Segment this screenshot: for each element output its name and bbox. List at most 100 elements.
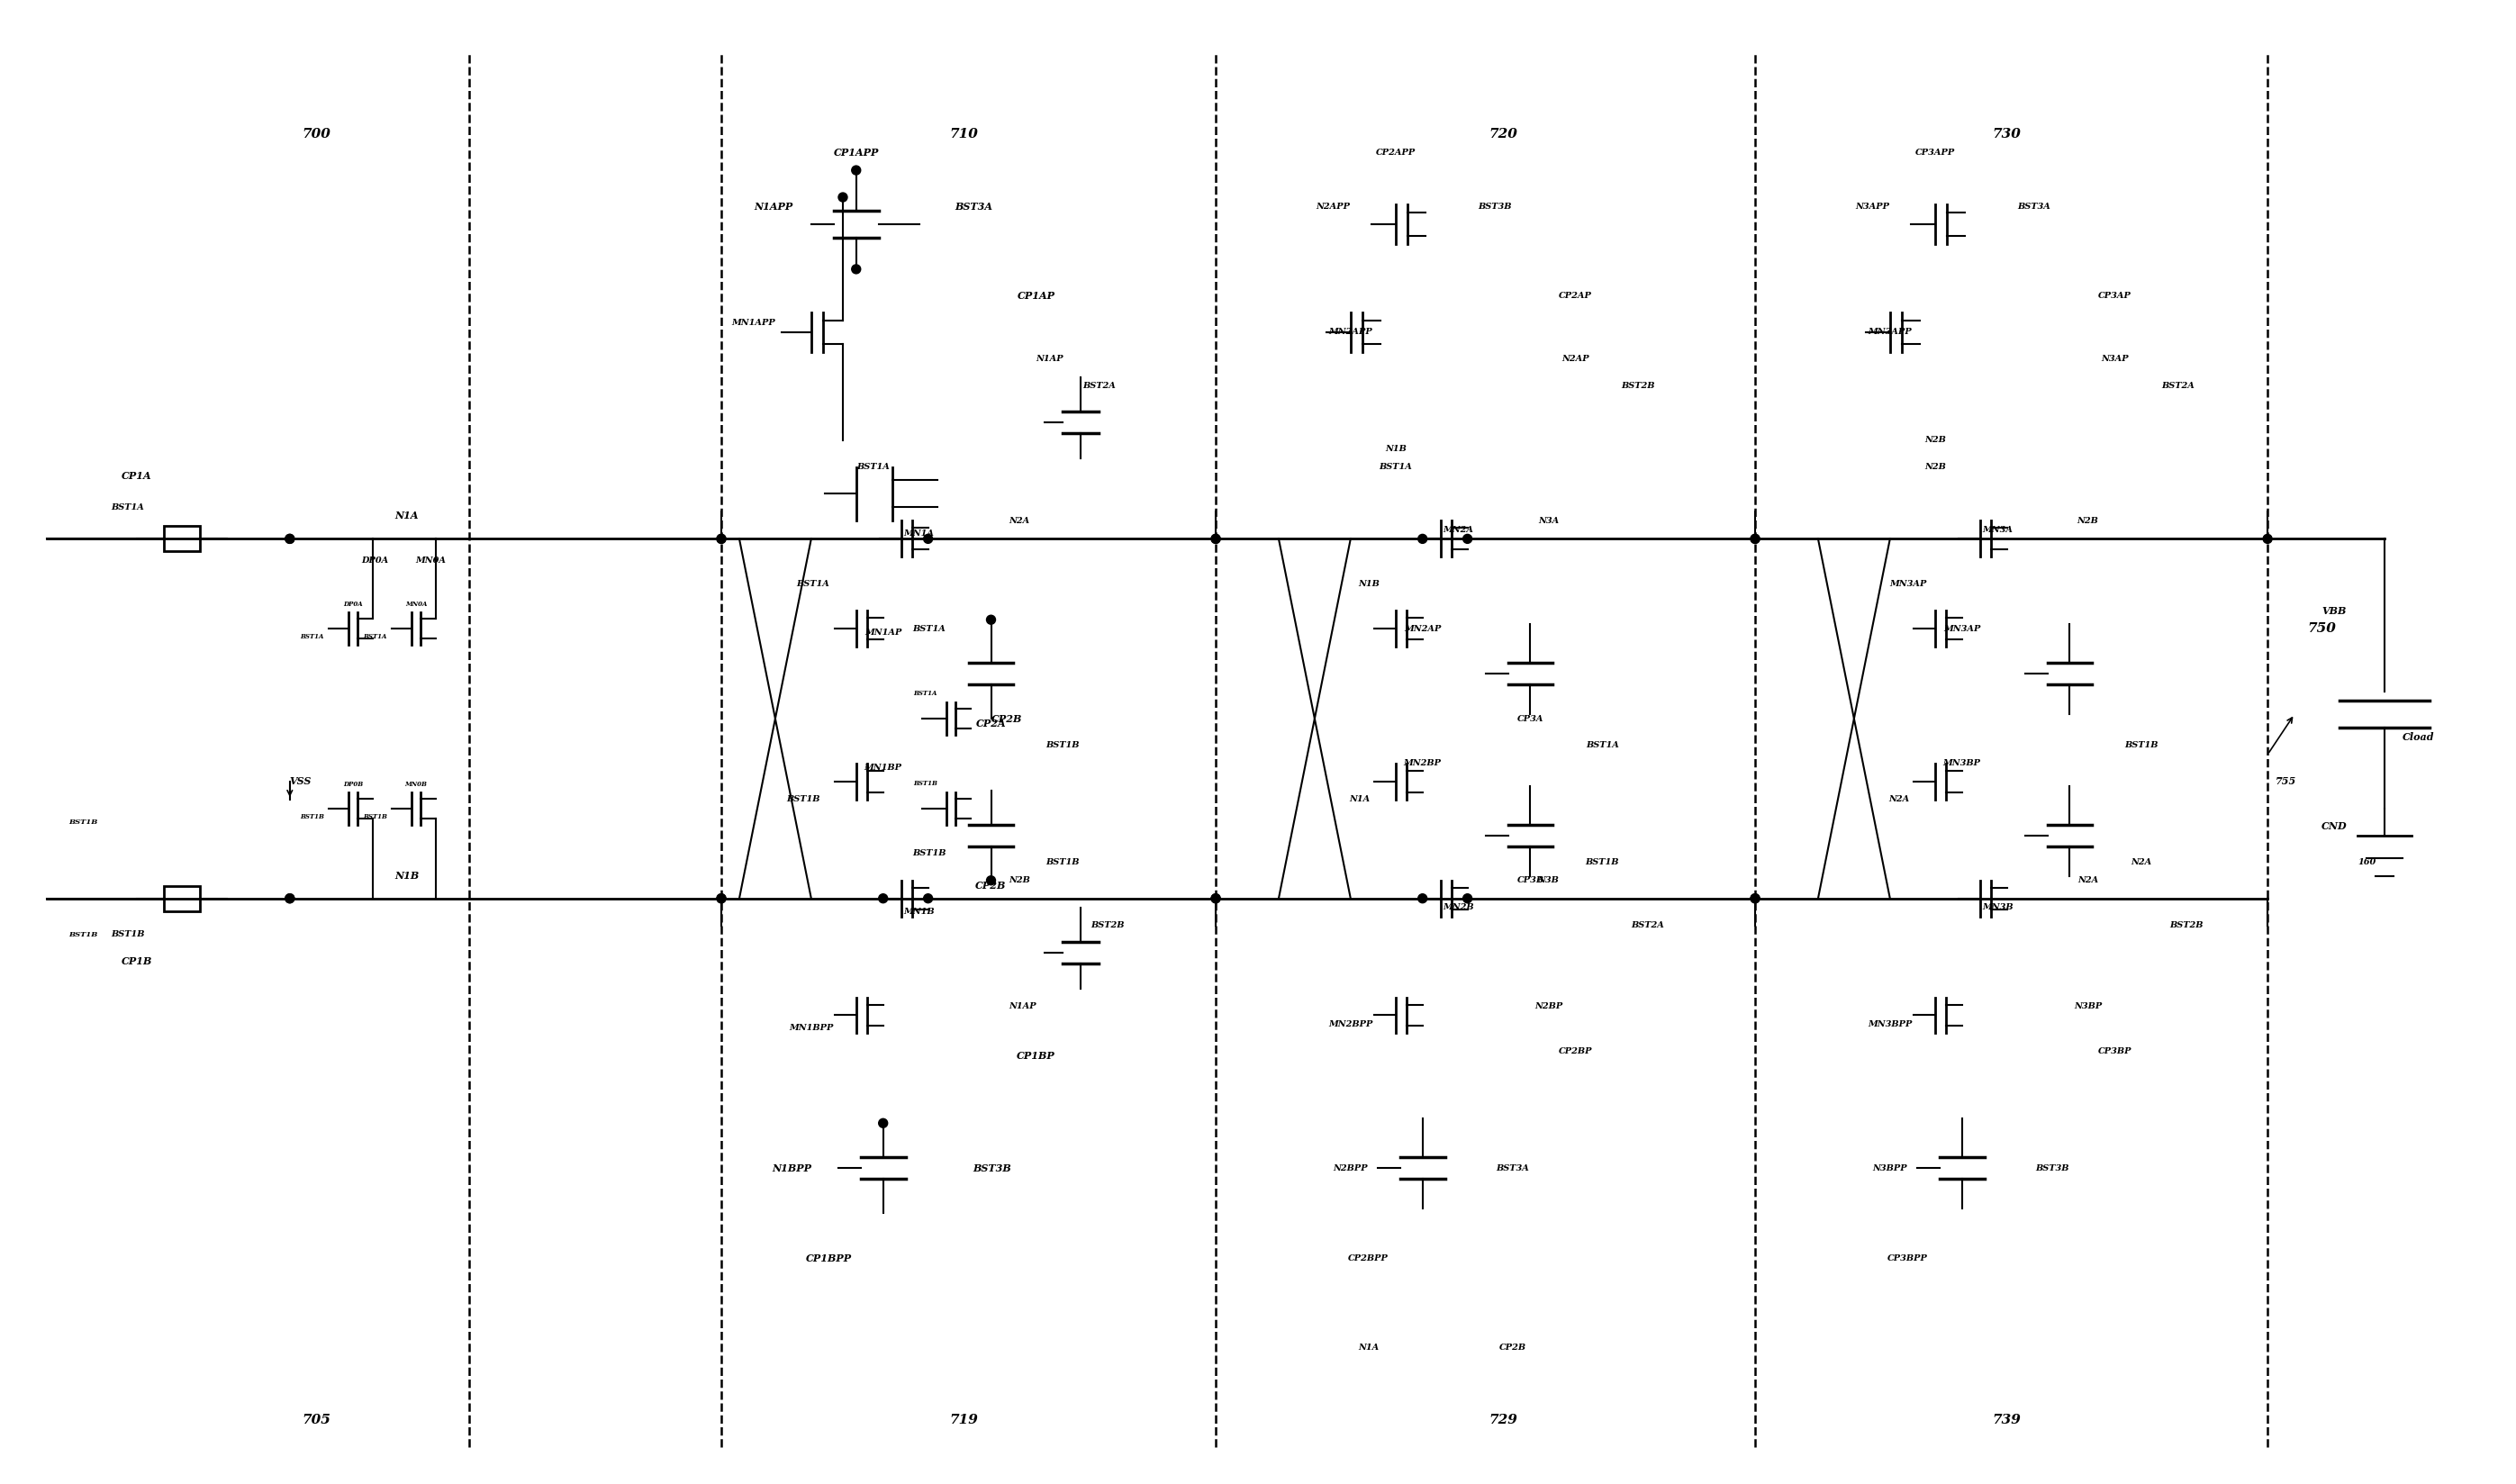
Text: N2BP: N2BP <box>1535 1002 1562 1011</box>
Text: CP3BP: CP3BP <box>2098 1048 2131 1055</box>
Circle shape <box>1419 893 1427 902</box>
Text: BST1B: BST1B <box>299 813 325 821</box>
Bar <box>164 886 199 911</box>
Text: BST1B: BST1B <box>68 930 98 938</box>
Text: 755: 755 <box>2274 776 2297 787</box>
Text: N2A: N2A <box>1009 516 1029 525</box>
Text: N3BP: N3BP <box>2073 1002 2101 1011</box>
Text: MN2B: MN2B <box>1442 904 1474 911</box>
Text: BST1B: BST1B <box>1047 742 1079 749</box>
Text: BST1B: BST1B <box>1047 858 1079 867</box>
Circle shape <box>850 166 860 175</box>
Text: DP0A: DP0A <box>342 601 362 608</box>
Text: N1APP: N1APP <box>755 202 793 211</box>
Text: CND: CND <box>2322 822 2347 831</box>
Text: CP2B: CP2B <box>1500 1345 1527 1352</box>
Text: CP1AP: CP1AP <box>1016 291 1054 301</box>
Text: BST1A: BST1A <box>913 690 936 697</box>
Text: MN2A: MN2A <box>1444 525 1474 534</box>
Circle shape <box>717 534 725 543</box>
Circle shape <box>284 534 294 543</box>
Circle shape <box>986 876 996 884</box>
Text: BST1A: BST1A <box>111 503 143 512</box>
Text: BST1B: BST1B <box>111 930 146 938</box>
Circle shape <box>717 893 725 902</box>
Text: MN1A: MN1A <box>903 530 933 537</box>
Circle shape <box>1751 534 1759 543</box>
Text: BST1A: BST1A <box>795 580 830 588</box>
Text: CP2B: CP2B <box>991 714 1021 724</box>
Text: 750: 750 <box>2307 622 2335 635</box>
Text: MN0B: MN0B <box>405 781 428 788</box>
Text: MN3APP: MN3APP <box>1867 328 1912 335</box>
Text: BST1B: BST1B <box>913 779 936 787</box>
Text: MN3AP: MN3AP <box>1890 580 1927 588</box>
Circle shape <box>850 264 860 273</box>
Circle shape <box>717 893 725 902</box>
Text: N1A: N1A <box>1349 795 1371 804</box>
Text: MN2AP: MN2AP <box>1404 625 1442 632</box>
Circle shape <box>284 534 294 543</box>
Text: BST3A: BST3A <box>1497 1163 1530 1172</box>
Text: BST3A: BST3A <box>956 202 994 211</box>
Text: MN1B: MN1B <box>903 907 933 916</box>
Text: 710: 710 <box>949 128 979 141</box>
Text: DP0A: DP0A <box>362 556 390 565</box>
Bar <box>164 527 199 552</box>
Text: MN1BPP: MN1BPP <box>790 1024 833 1033</box>
Text: BST3B: BST3B <box>1477 202 1512 211</box>
Text: BST1A: BST1A <box>362 634 387 641</box>
Text: N3B: N3B <box>1537 877 1560 884</box>
Text: BST1A: BST1A <box>913 625 946 632</box>
Text: MN1AP: MN1AP <box>866 629 901 637</box>
Text: N1BPP: N1BPP <box>772 1163 810 1172</box>
Text: CP3B: CP3B <box>1517 877 1545 884</box>
Text: BST2B: BST2B <box>1620 381 1656 390</box>
Text: CP2A: CP2A <box>976 718 1006 729</box>
Text: CP2AP: CP2AP <box>1560 292 1593 300</box>
Text: BST2A: BST2A <box>2161 381 2194 390</box>
Circle shape <box>1751 534 1759 543</box>
Text: 719: 719 <box>949 1414 979 1426</box>
Circle shape <box>2262 534 2272 543</box>
Circle shape <box>1751 893 1759 902</box>
Text: MN2BPP: MN2BPP <box>1328 1020 1374 1028</box>
Text: N1B: N1B <box>1359 580 1379 588</box>
Text: CP1BPP: CP1BPP <box>805 1252 853 1263</box>
Circle shape <box>1419 534 1427 543</box>
Text: N3A: N3A <box>1537 516 1560 525</box>
Text: N1AP: N1AP <box>1037 355 1064 364</box>
Text: N1B: N1B <box>1384 445 1406 453</box>
Text: 739: 739 <box>1993 1414 2020 1426</box>
Text: BST1A: BST1A <box>1585 742 1618 749</box>
Circle shape <box>1462 893 1472 902</box>
Text: MN3A: MN3A <box>1983 525 2013 534</box>
Text: MN1BP: MN1BP <box>863 764 903 772</box>
Text: CP3BPP: CP3BPP <box>1887 1254 1927 1261</box>
Text: BST1B: BST1B <box>913 849 946 858</box>
Circle shape <box>1210 893 1220 902</box>
Text: CP2B: CP2B <box>976 880 1006 890</box>
Text: N2APP: N2APP <box>1316 202 1349 211</box>
Circle shape <box>1751 893 1759 902</box>
Text: BST1B: BST1B <box>1585 858 1620 867</box>
Text: BST3A: BST3A <box>2018 202 2051 211</box>
Text: MN2BP: MN2BP <box>1404 760 1442 767</box>
Text: MN1APP: MN1APP <box>732 319 775 326</box>
Text: VSS: VSS <box>289 776 312 787</box>
Text: BST1B: BST1B <box>68 818 98 825</box>
Text: BST3B: BST3B <box>974 1163 1011 1172</box>
Text: MN0A: MN0A <box>415 556 445 565</box>
Text: N1A: N1A <box>1359 1345 1379 1352</box>
Circle shape <box>923 893 933 902</box>
Circle shape <box>878 1119 888 1128</box>
Circle shape <box>284 893 294 902</box>
Text: CP2BP: CP2BP <box>1557 1048 1593 1055</box>
Circle shape <box>986 616 996 625</box>
Text: 160: 160 <box>2357 858 2375 867</box>
Text: N3BPP: N3BPP <box>1872 1163 1907 1172</box>
Text: BST1B: BST1B <box>788 795 820 804</box>
Text: CP3APP: CP3APP <box>1915 148 1955 156</box>
Text: MN2APP: MN2APP <box>1328 328 1374 335</box>
Circle shape <box>717 534 725 543</box>
